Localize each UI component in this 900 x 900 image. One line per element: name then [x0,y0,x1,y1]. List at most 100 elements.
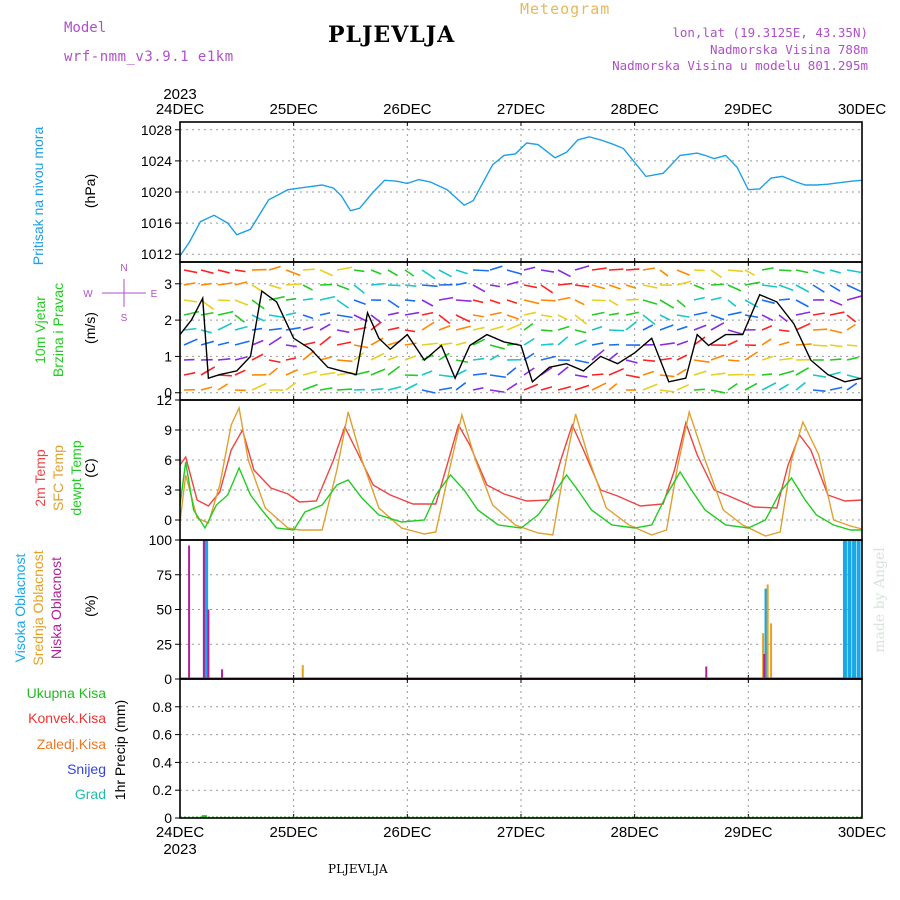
wind-barb [829,371,841,376]
wind-barb [778,284,794,292]
wind-barb [812,328,828,331]
wind-barb [778,341,790,346]
wind-barb [489,389,505,393]
y-tick-label: 0 [164,810,172,826]
wind-barb [387,326,400,331]
top-date-label: 25DEC [269,101,318,118]
wind-barb [421,370,433,376]
wind-barb [846,269,863,274]
wind-barb [676,383,690,391]
wind-barb [608,329,625,332]
wind-barb [200,311,214,316]
wind-barb [693,370,707,376]
wind-barb [693,336,706,346]
wind-barb [829,329,843,334]
wind-barb [540,314,553,318]
wind-barb [795,381,806,391]
wind-barb [387,365,401,376]
wind-barb [268,265,281,271]
wind-barb [727,299,737,307]
y-tick-label: 3 [164,482,172,498]
wind-barb [659,342,675,346]
wind-barb [421,269,436,280]
wind-barb [574,284,590,288]
wind-barb [217,358,231,361]
legend-snow: Snijeg [67,761,106,777]
wind-barb [438,386,453,391]
wind-barb [472,357,485,361]
wind-barb [846,382,858,391]
altitude-label: Nadmorska Visina 788m [709,42,868,57]
wind-barb [200,329,212,334]
wind-barb [659,389,675,393]
y-tick-label: 25 [156,636,172,652]
wind-barb [370,314,382,324]
wind-barb [523,284,538,289]
y-tick-label: 1024 [141,153,172,169]
wind-barb [489,374,506,379]
wind-barb [285,344,297,348]
wind-barb [200,386,213,391]
pressure-line [179,136,863,257]
panel-frame-temperature [179,399,863,541]
y-tick-label: 6 [164,452,172,468]
wind-barb [727,382,738,391]
wind-barb [744,269,755,276]
wind-barb [404,311,420,316]
wind-barb [268,367,279,376]
wind-barb [761,299,775,305]
wind-barb [455,299,472,303]
wind-barb [727,269,744,273]
wind-barb [302,284,313,291]
wind-barb [727,359,740,362]
cloud-high-bar [842,540,847,679]
wind-barb [523,338,535,346]
y-tick-label: 9 [164,422,172,438]
wind-barb [625,298,639,301]
wind-barb [251,314,265,322]
wind-barb [761,373,773,376]
cloud-high-bar [204,540,209,679]
cloud-mid-bar [770,623,773,679]
wind-barb [693,359,710,363]
y-tick-label: 100 [149,532,173,548]
wind-barb [761,314,774,322]
wind-barb [591,342,604,346]
y-tick-label: 0 [164,512,172,528]
wind-barb [744,299,759,308]
wind-barb [234,299,249,306]
wind-barb [795,311,811,316]
wind-barb [217,310,234,316]
cloud-mid-bar [762,633,765,679]
wind-barb [489,311,502,316]
wind-barb [540,343,554,346]
cloud-low-bar [188,545,191,679]
wind-barb [829,358,842,361]
wind-barb [370,368,386,376]
y-tick-label: 1028 [141,122,172,138]
wind-barb [336,359,353,363]
wind-barb [540,284,554,294]
bottom-date-label: 29DEC [724,824,773,841]
legend-graupel: Grad [74,786,106,802]
wind-barb [506,269,523,275]
wind-barb [829,311,845,316]
top-date-label: 28DEC [610,101,659,118]
legend-convective-rain: Konvek.Kisa [28,710,106,726]
wind-barb [472,338,486,346]
wind-barb [523,266,536,271]
wind-barb [710,389,726,394]
wind-barb [319,269,333,277]
wind-barb [761,355,774,361]
wind-barb [489,299,501,305]
wind-barb [812,344,828,347]
wind-barb [370,321,382,331]
cloud-low-bar [207,609,210,679]
wind-barb [778,314,788,323]
wind-barb [761,338,772,346]
top-year-label: 2023 [163,86,196,103]
wind-barb [319,335,332,346]
wind-barb [659,374,675,378]
wind-barb [659,324,674,331]
